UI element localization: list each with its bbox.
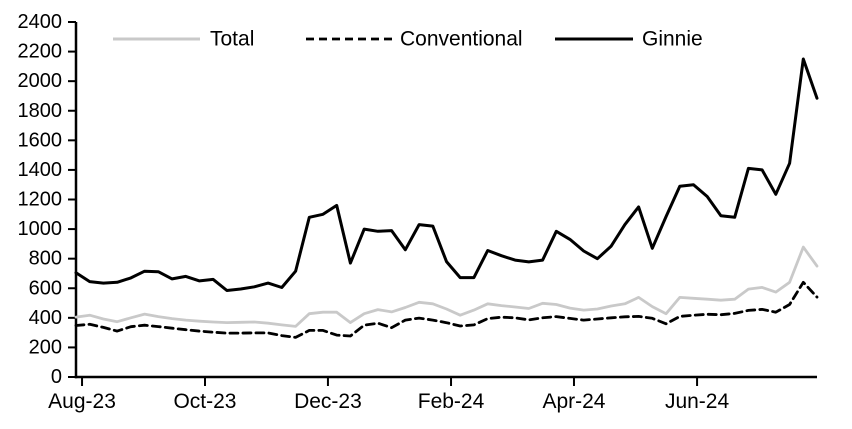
y-axis-tick-label: 400 (29, 307, 62, 329)
x-axis-tick-label: Apr-24 (542, 390, 605, 413)
y-axis-tick-label: 800 (29, 248, 62, 270)
y-axis-tick-label: 1600 (18, 129, 63, 151)
series-line-conventional (74, 280, 819, 339)
y-axis-tick-label: 2200 (18, 41, 63, 63)
y-axis-tick-label: 200 (29, 336, 62, 358)
legend-label-ginnie: Ginnie (642, 28, 703, 51)
x-axis-tick-label: Aug-23 (48, 390, 116, 413)
x-axis-tick-label: Oct-23 (173, 390, 236, 413)
y-axis-tick-label: 1400 (18, 159, 63, 181)
x-axis-tick-label: Dec-23 (294, 390, 362, 413)
x-axis-tick-label: Jun-24 (665, 390, 730, 413)
y-axis-tick-label: 1000 (18, 218, 63, 240)
y-axis-tick-label: 1800 (18, 100, 63, 122)
x-axis-tick-label: Feb-24 (418, 390, 485, 413)
series-line-ginnie (74, 57, 819, 292)
y-axis-tick-label: 2000 (18, 70, 63, 92)
y-axis-tick-label: 600 (29, 277, 62, 299)
y-axis-tick-label: 0 (51, 366, 62, 388)
series-line-total (74, 245, 819, 328)
y-axis-tick-label: 2400 (18, 11, 63, 33)
legend-label-conventional: Conventional (400, 28, 523, 51)
y-axis-tick-label: 1200 (18, 189, 63, 211)
legend-label-total: Total (210, 28, 254, 51)
